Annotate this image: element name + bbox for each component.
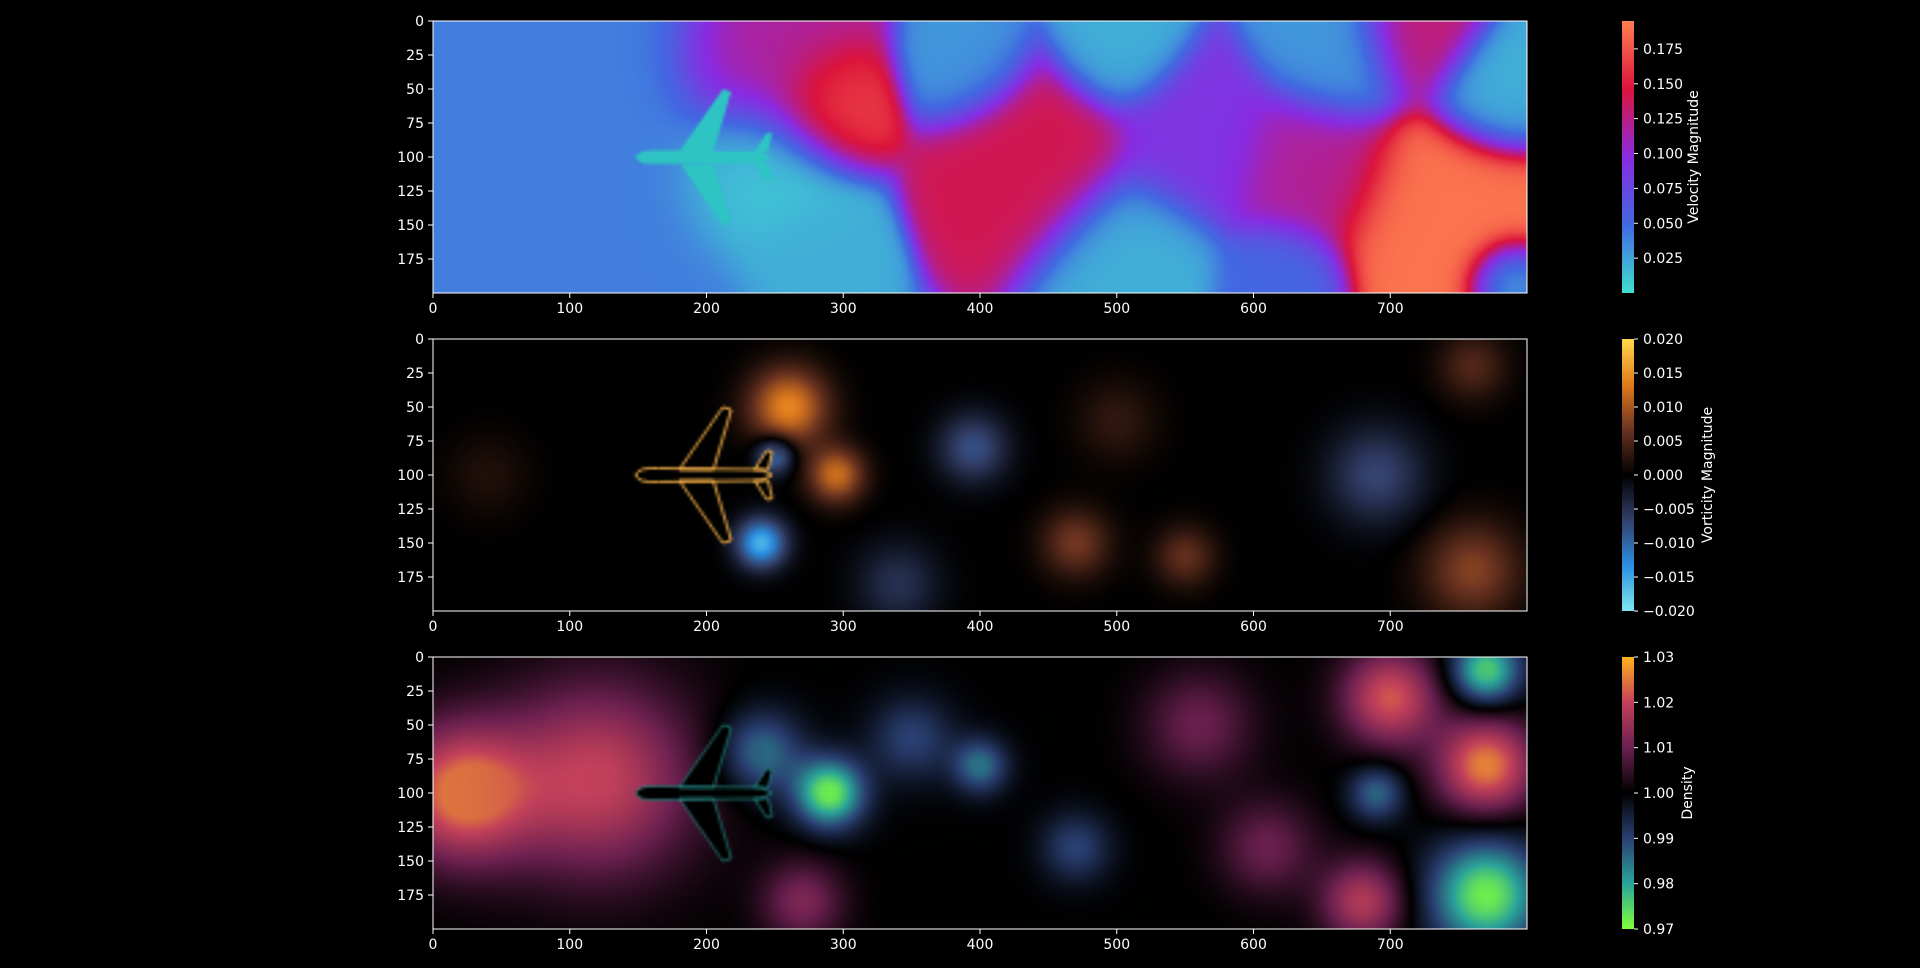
colorbar-tick-label: −0.005 [1643,502,1695,518]
colorbar-tick-label: 0.98 [1643,877,1674,893]
y-tick-label: 125 [397,502,424,518]
colorbar-density [1622,657,1634,929]
colorbar-tick-label: 0.175 [1643,42,1683,58]
x-tick-label: 400 [967,937,994,953]
colorbar-tick-label: 1.02 [1643,695,1674,711]
colorbar-tick-label: 0.010 [1643,400,1683,416]
colorbar-label: Density [1680,766,1696,819]
heatmap-image-vorticity_magnitude [433,339,1527,611]
x-tick-label: 100 [556,619,583,635]
colorbar-tick-label: 0.015 [1643,366,1683,382]
x-tick-label: 300 [830,301,857,317]
colorbar-tick-label: 0.99 [1643,831,1674,847]
colorbar-label: Vorticity Magnitude [1700,407,1716,543]
colorbar-tick-label: −0.010 [1643,536,1695,552]
x-tick-label: 200 [693,937,720,953]
colorbar-tick-label: −0.020 [1643,604,1695,620]
x-tick-label: 700 [1377,937,1404,953]
x-tick-label: 700 [1377,301,1404,317]
x-tick-label: 100 [556,937,583,953]
panel-vorticity_magnitude: 0 100 200 300 400 500 600 700 0 25 50 75 100 125 150 17… [397,332,1716,635]
colorbar-label: Velocity Magnitude [1686,90,1702,224]
colorbar-tick-label: 1.03 [1643,650,1674,666]
heatmap-image-velocity_magnitude [433,21,1527,293]
y-tick-label: 25 [406,48,424,64]
y-tick-label: 50 [406,718,424,734]
y-tick-label: 100 [397,468,424,484]
y-tick-label: 0 [415,332,424,348]
x-tick-label: 700 [1377,619,1404,635]
colorbar-tick-label: 0.005 [1643,434,1683,450]
panel-velocity_magnitude: 0 100 200 300 400 500 600 700 0 25 50 75 100 125 150 17… [397,14,1702,317]
x-tick-label: 500 [1103,619,1130,635]
colorbar-tick-label: 1.00 [1643,786,1674,802]
y-tick-label: 150 [397,854,424,870]
x-tick-label: 400 [967,619,994,635]
y-tick-label: 25 [406,684,424,700]
colorbar-tick-label: 0.97 [1643,922,1674,938]
y-tick-label: 175 [397,252,424,268]
y-tick-label: 75 [406,752,424,768]
y-tick-label: 125 [397,820,424,836]
y-tick-label: 125 [397,184,424,200]
y-tick-label: 75 [406,116,424,132]
colorbar-vorticity_magnitude [1622,339,1634,611]
y-tick-label: 150 [397,218,424,234]
y-tick-label: 175 [397,570,424,586]
x-tick-label: 300 [830,619,857,635]
y-tick-label: 50 [406,82,424,98]
y-tick-label: 0 [415,14,424,30]
x-tick-label: 200 [693,619,720,635]
y-tick-label: 150 [397,536,424,552]
y-tick-label: 75 [406,434,424,450]
x-tick-label: 200 [693,301,720,317]
x-tick-label: 0 [429,619,438,635]
colorbar-tick-label: 0.020 [1643,332,1683,348]
colorbar-velocity_magnitude [1622,21,1634,293]
x-tick-label: 100 [556,301,583,317]
colorbar-tick-label: 0.125 [1643,112,1683,128]
y-tick-label: 100 [397,150,424,166]
colorbar-tick-label: 0.075 [1643,181,1683,197]
y-tick-label: 50 [406,400,424,416]
colorbar-tick-label: 0.050 [1643,216,1683,232]
heatmap-image-density [433,657,1527,929]
x-tick-label: 400 [967,301,994,317]
x-tick-label: 300 [830,937,857,953]
x-tick-label: 600 [1240,937,1267,953]
colorbar-tick-label: −0.015 [1643,570,1695,586]
y-tick-label: 25 [406,366,424,382]
x-tick-label: 0 [429,301,438,317]
colorbar-tick-label: 0.150 [1643,77,1683,93]
panel-density: 0 100 200 300 400 500 600 700 0 25 50 75 100 125 150 17… [397,650,1696,953]
y-tick-label: 100 [397,786,424,802]
y-tick-label: 0 [415,650,424,666]
x-tick-label: 500 [1103,301,1130,317]
colorbar-tick-label: 1.01 [1643,741,1674,757]
x-tick-label: 500 [1103,937,1130,953]
x-tick-label: 0 [429,937,438,953]
colorbar-tick-label: 0.025 [1643,251,1683,267]
x-tick-label: 600 [1240,301,1267,317]
x-tick-label: 600 [1240,619,1267,635]
colorbar-tick-label: 0.000 [1643,468,1683,484]
colorbar-tick-label: 0.100 [1643,147,1683,163]
y-tick-label: 175 [397,888,424,904]
